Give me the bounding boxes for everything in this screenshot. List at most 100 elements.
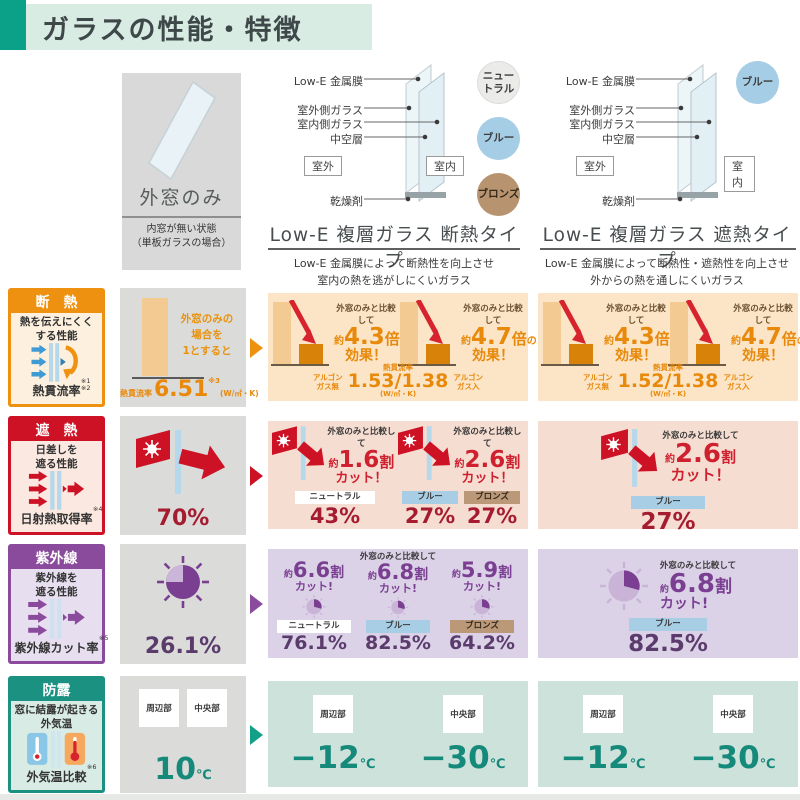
approx: 約: [461, 336, 471, 347]
wari: 割: [379, 453, 395, 471]
variant-value: 43%: [309, 504, 361, 529]
effect-value: 約4.7倍の: [461, 326, 537, 349]
times: 倍: [384, 330, 400, 348]
metric-footnote: ※6: [86, 763, 97, 771]
wari: 割: [498, 564, 513, 581]
cut-word: カット!: [378, 582, 418, 596]
sun-pie-icon: [599, 561, 648, 610]
cut-value: 約2.6割: [451, 449, 524, 472]
comparison-unit: 外窓のみと比較して 約4.7倍の 効果！: [668, 296, 800, 372]
u-values: 1.53/1.38: [347, 370, 449, 392]
bar-comparison-icon: [398, 300, 456, 366]
baseline-note: 外窓のみの 場合を 1とすると: [180, 313, 234, 357]
card-header: 紫外線: [11, 547, 102, 569]
thermometer-icon: [26, 731, 85, 768]
row-insulation: 断 熱 熱を伝えにくく する性能 熱貫流率 ※1 ※2 外窓のみ: [0, 288, 800, 407]
dew-mid-result: 周辺部 −12℃ 中央部 −30℃: [268, 681, 528, 787]
wari: 割: [714, 577, 732, 597]
label-lowe-film: Low-E 金属膜: [293, 75, 363, 88]
approx: 約: [731, 336, 741, 347]
dew-temp: 10℃: [120, 755, 246, 785]
card-metric: 紫外線カット率 ※5: [14, 635, 108, 656]
comparison-unit: 外窓のみと比較して 約2.6割 カット！ ブルー 27% ブロンズ 27%: [398, 425, 524, 528]
zone-result: 中央部 −30℃: [691, 694, 776, 774]
effect-word: 効果！: [345, 348, 387, 364]
value: 5.9: [460, 557, 499, 582]
swatch-neutral: ニュー トラル: [477, 61, 520, 104]
dew-right-result: 周辺部 −12℃ 中央部 −30℃: [538, 681, 798, 787]
wari: 割: [330, 564, 345, 581]
metric-name: 熱貫流率: [120, 389, 152, 398]
zone-result: 周辺部 −12℃: [291, 694, 375, 774]
wari: 割: [505, 453, 521, 471]
sun-arrow-icon: [136, 430, 226, 494]
row-dew: 防露 窓に結露が起きる 外気温 外気温比較 ※6 周辺部 中央部: [0, 676, 800, 793]
card-metric: 熱貫流率 ※1 ※2: [32, 378, 90, 399]
dew-temp: −30℃: [421, 742, 506, 774]
u-value-cluster: 熱貫流率 アルゴン ガス無 1.52/1.38 アルゴン ガス入 (W/㎡・K): [538, 362, 798, 399]
metric-name: 外気温比較: [26, 770, 87, 784]
approx: 約: [604, 336, 614, 347]
comparison-unit: 外窓のみと比較して 約4.3倍の 効果！: [541, 296, 680, 372]
label-desiccant: 乾燥剤: [330, 195, 363, 208]
dew-label-card: 防露 窓に結露が起きる 外気温 外気温比較 ※6: [8, 676, 105, 793]
no: の: [526, 336, 537, 347]
uv-label-card: 紫外線 紫外線を 遮る性能 紫外線カット率 ※5: [8, 544, 109, 664]
cut-value: 約6.8割: [660, 571, 736, 597]
variant-value: 27%: [404, 504, 456, 529]
effect-word: 効果！: [472, 348, 514, 364]
argon-without: アルゴン ガス無: [582, 372, 613, 391]
variant-chip: ブルー: [631, 496, 705, 510]
comparison-unit: 外窓のみと比較して 約2.6割 カット！ ブルー 27%: [538, 429, 798, 535]
argon-with: アルゴン ガス入: [453, 372, 484, 391]
value: 6.8: [668, 569, 715, 599]
card-header: 防露: [11, 679, 102, 701]
comparison-unit: 約5.9割 カット! ブロンズ 64.2%: [440, 552, 524, 655]
uv-cut-value: 26.1%: [144, 634, 222, 659]
compare-note: 外窓のみと比較して: [662, 431, 739, 441]
variant-result: ニュートラル 43%: [295, 491, 375, 528]
shield-glass-diagram: Low-E 金属膜 室外側ガラス 室内側ガラス 中空層 乾燥剤 室外 室内: [540, 60, 755, 212]
cut-word: カット!: [294, 579, 334, 593]
right-arrow-icon: [250, 594, 263, 614]
variant-chip: ブルー: [366, 620, 430, 634]
card-desc: 熱を伝えにくく する性能: [19, 316, 94, 342]
compare-note: 外窓のみと比較して: [453, 427, 522, 449]
card-desc: 窓に結露が起きる 外気温: [14, 704, 99, 730]
label-lowe-film: Low-E 金属膜: [565, 75, 635, 88]
variant-chip: ニュートラル: [277, 620, 351, 634]
variant-value: 27%: [640, 509, 696, 536]
approx: 約: [659, 585, 669, 595]
variant-chip: ブロンズ: [464, 491, 520, 505]
variant-result: ブルー 27%: [402, 491, 458, 528]
compare-note: 外窓のみと比較して: [359, 552, 437, 562]
sun-deflect-icon: [398, 426, 450, 480]
zone-tile: 周辺部: [313, 694, 353, 733]
sun-pie-icon: [157, 556, 209, 608]
zone-result: 中央部 −30℃: [421, 694, 506, 774]
variant-result: ブルー 27%: [631, 496, 705, 535]
metric-name: 熱貫流率: [653, 362, 683, 372]
cut-value: 約5.9割: [452, 557, 513, 582]
card-header: 断 熱: [11, 291, 102, 313]
comparison-unit: 外窓のみと比較して 約4.3倍の 効果！: [271, 296, 410, 372]
times: 倍: [781, 330, 797, 348]
compare-note: 外窓のみと比較して: [336, 304, 396, 326]
variant-chip: ブルー: [402, 491, 458, 505]
label-air-layer: 中空層: [330, 133, 363, 146]
effect-value: 約4.3倍の: [604, 326, 680, 349]
card-desc: 紫外線を 遮る性能: [35, 572, 78, 598]
variant-value: 76.1%: [281, 632, 347, 655]
bottom-strip: [0, 794, 800, 800]
label-outer-glass: 室外側ガラス: [569, 104, 635, 117]
variant-chip: ブルー: [629, 618, 707, 632]
insulation-right-result: 外窓のみと比較して 約4.3倍の 効果！ 外窓のみと比較して: [538, 293, 800, 401]
value: 2.6: [464, 447, 506, 473]
temp-unit: ℃: [759, 756, 776, 772]
temp-unit: ℃: [489, 756, 506, 772]
glass-cross-section: [636, 63, 718, 203]
baseline-metric: 熱貫流率6.51※3 (W/㎡・K): [120, 377, 259, 402]
dew-baseline-box: 周辺部 中央部 10℃: [120, 676, 246, 793]
heat-flow-icon: [30, 343, 78, 382]
variant-value: 82.5%: [628, 631, 708, 658]
